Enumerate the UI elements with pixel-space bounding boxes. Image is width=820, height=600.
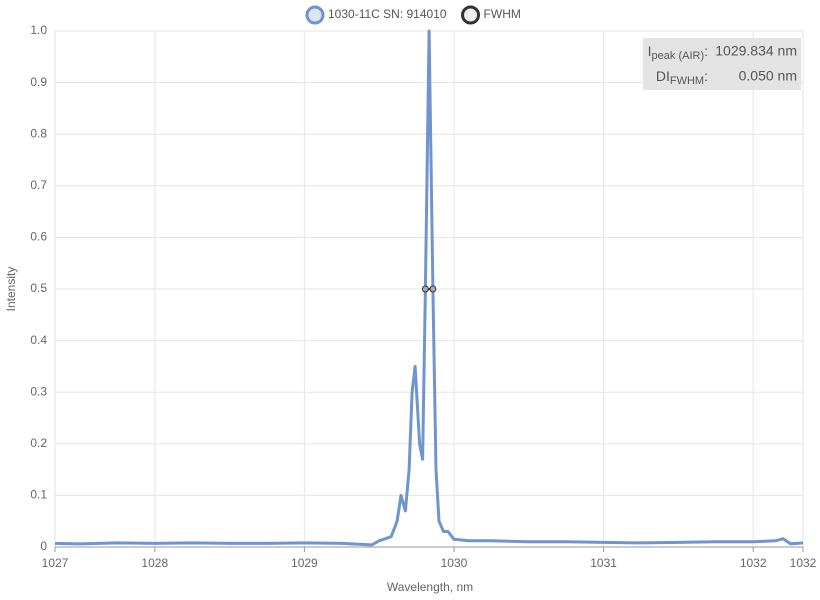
annotation-symbol: I [648, 43, 652, 59]
y-tick-label: 0.9 [30, 75, 47, 89]
y-tick-label: 0.5 [30, 281, 47, 295]
y-axis-label: Intensity [4, 267, 18, 312]
fwhm-point [429, 285, 437, 293]
y-tick-label: 0.2 [30, 436, 47, 450]
annotation-label: DIFWHM: [656, 68, 708, 87]
x-tick-label: 1029 [291, 556, 318, 570]
x-tick-label: 1030 [441, 556, 468, 570]
y-tick-label: 0.7 [30, 178, 47, 192]
spectrum-line [54, 29, 804, 547]
x-tick-label: 1028 [141, 556, 168, 570]
annotation-box [643, 38, 801, 90]
annotation-value: 1029.834 nm [715, 43, 797, 59]
y-tick-label: 0.4 [30, 333, 47, 347]
annotation-separator: : [704, 68, 708, 84]
annotation-value: 0.050 nm [739, 68, 797, 84]
annotation-subscript: FWHM [670, 75, 704, 87]
fwhm-point [421, 285, 429, 293]
legend-label[interactable]: 1030-11C SN: 914010 [328, 7, 447, 21]
legend-item[interactable]: 1030-11C SN: 914010 [305, 5, 447, 25]
y-tick-label: 0.1 [30, 488, 47, 502]
y-tick-label: 0.6 [30, 230, 47, 244]
y-tick-label: 1.0 [30, 23, 47, 37]
annotation-subscript: peak (AIR) [652, 50, 705, 62]
y-tick-label: 0 [40, 539, 47, 553]
legend-item[interactable]: FWHM [461, 5, 521, 25]
x-tick-label: 1032 [790, 556, 817, 570]
legend-marker[interactable] [305, 5, 325, 25]
annotation-symbol: DI [656, 68, 670, 84]
x-axis-label: Wavelength, nm [387, 580, 473, 594]
x-tick-label: 1031 [590, 556, 617, 570]
annotation-label: Ipeak (AIR): [648, 43, 708, 62]
x-tick-label: 1032 [740, 556, 767, 570]
legend-marker[interactable] [461, 5, 481, 25]
y-tick-label: 0.8 [30, 126, 47, 140]
x-tick-label: 1027 [42, 556, 69, 570]
legend-label[interactable]: FWHM [484, 7, 521, 21]
annotation-separator: : [704, 43, 708, 59]
y-tick-label: 0.3 [30, 384, 47, 398]
